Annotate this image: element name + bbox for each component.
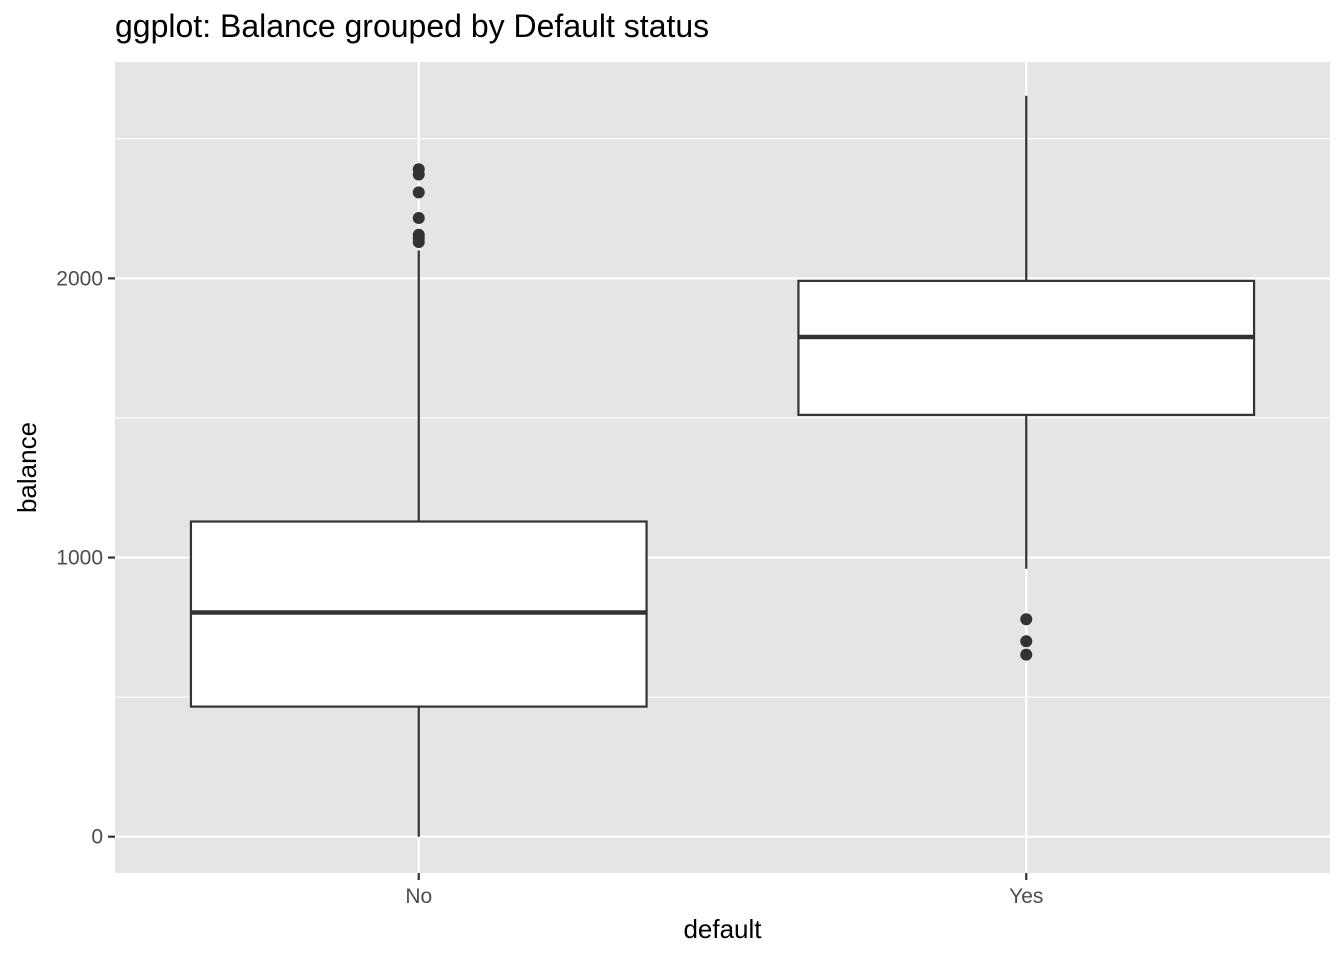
y-tick-label: 1000 xyxy=(56,547,103,570)
outlier-point xyxy=(1020,648,1033,661)
box-no xyxy=(189,163,648,837)
outlier-point xyxy=(1020,613,1033,626)
chart-title: ggplot: Balance grouped by Default statu… xyxy=(115,8,710,44)
x-tick-label: No xyxy=(405,885,432,908)
box-yes xyxy=(797,95,1256,661)
y-tick-label: 2000 xyxy=(56,267,103,290)
outlier-point xyxy=(412,186,425,199)
outlier-point xyxy=(412,236,425,249)
outlier-point xyxy=(1020,635,1033,648)
iqr-box xyxy=(797,279,1256,416)
y-tick-label: 0 xyxy=(91,826,103,849)
outlier-point xyxy=(412,168,425,181)
y-axis-title: balance xyxy=(12,422,42,513)
x-axis-title: default xyxy=(683,914,762,944)
x-tick-label: Yes xyxy=(1009,885,1043,908)
plot-panel xyxy=(115,62,1330,873)
boxes-layer xyxy=(189,95,1256,837)
y-axis: 0 1000 2000 xyxy=(56,267,115,849)
x-axis: No Yes xyxy=(405,873,1043,908)
outlier-point xyxy=(412,212,425,225)
